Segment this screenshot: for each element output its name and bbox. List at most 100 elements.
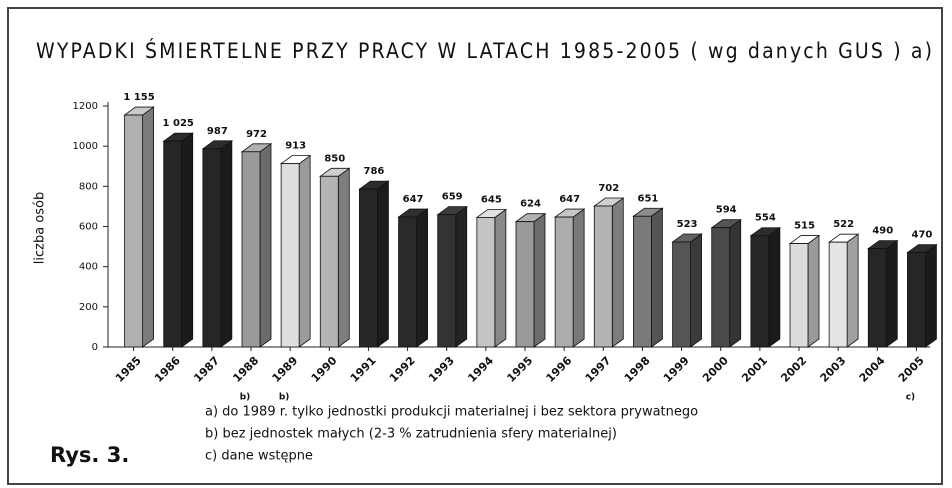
- bar: [202, 148, 222, 348]
- bar: [515, 221, 535, 348]
- bar-side: [455, 205, 468, 348]
- x-tick-label: 1986: [152, 354, 183, 385]
- value-label: 523: [677, 219, 698, 230]
- footnote: c) dane wstępne: [205, 449, 313, 464]
- bar-side: [925, 243, 937, 348]
- bar: [907, 252, 926, 348]
- value-label: 515: [794, 221, 815, 232]
- bar-side: [768, 226, 781, 348]
- x-tick-label: 2005: [896, 354, 927, 385]
- bar: [398, 216, 417, 348]
- bar: [672, 241, 691, 348]
- x-tick-label: 1996: [544, 354, 575, 385]
- y-tick-label: 0: [92, 342, 98, 353]
- bar: [828, 241, 848, 348]
- bar-side: [416, 208, 428, 348]
- category-note: b): [279, 393, 290, 403]
- bar-side: [651, 207, 663, 348]
- bar: [124, 114, 143, 348]
- x-tick-label: 1991: [348, 354, 379, 385]
- value-label: 972: [246, 129, 267, 140]
- category-note: b): [240, 393, 251, 403]
- bar-side: [846, 233, 859, 348]
- bar-side: [142, 106, 154, 348]
- bar-side: [611, 197, 624, 348]
- value-label: 651: [637, 193, 658, 204]
- bar-side: [494, 208, 507, 348]
- bar-side: [807, 234, 820, 348]
- value-label: 647: [403, 194, 424, 205]
- bar: [554, 216, 574, 348]
- footnote: b) bez jednostek małych (2-3 % zatrudnie…: [205, 427, 617, 442]
- bar: [241, 151, 261, 348]
- x-tick-label: 2004: [857, 354, 888, 385]
- figure-label: Rys. 3.: [50, 443, 129, 467]
- bar: [711, 227, 731, 348]
- bar-side: [690, 233, 702, 348]
- bar-side: [337, 167, 350, 348]
- value-label: 645: [481, 194, 502, 205]
- y-tick-label: 600: [79, 222, 98, 233]
- y-tick-label: 200: [79, 302, 98, 313]
- bar-side: [181, 132, 194, 348]
- value-label: 594: [716, 205, 737, 216]
- value-label: 1 025: [163, 118, 194, 129]
- value-label: 702: [598, 183, 619, 194]
- x-tick-label: 1994: [465, 354, 496, 385]
- y-tick-label: 400: [79, 262, 98, 273]
- y-tick-label: 1000: [73, 141, 98, 152]
- bar: [437, 214, 457, 348]
- frame: [7, 7, 943, 485]
- bar-side: [377, 180, 389, 348]
- value-label: 659: [442, 192, 463, 203]
- x-tick-label: 1995: [504, 354, 535, 385]
- x-tick-label: 1998: [622, 354, 653, 385]
- bar: [867, 248, 887, 348]
- value-label: 1 155: [123, 92, 154, 103]
- bar: [593, 205, 613, 348]
- bar: [280, 163, 300, 348]
- category-note: c): [906, 393, 915, 403]
- x-tick-label: 1987: [191, 354, 222, 385]
- bar: [163, 140, 183, 348]
- y-axis-label: liczba osób: [33, 192, 48, 264]
- value-label: 987: [207, 126, 228, 137]
- bar: [633, 215, 652, 348]
- bar: [789, 243, 809, 348]
- value-label: 913: [285, 141, 306, 152]
- value-label: 850: [324, 153, 345, 164]
- x-tick-label: 1990: [309, 354, 340, 385]
- bar-side: [259, 143, 272, 348]
- value-label: 647: [559, 194, 580, 205]
- x-tick-label: 2000: [700, 354, 731, 385]
- x-tick-label: 1999: [661, 354, 692, 385]
- chart-title: WYPADKI ŚMIERTELNE PRZY PRACY W LATACH 1…: [36, 38, 932, 63]
- bar: [476, 217, 496, 348]
- x-tick-label: 2002: [778, 354, 809, 385]
- bar-side: [572, 208, 585, 348]
- x-tick-label: 1997: [583, 354, 614, 385]
- value-label: 490: [872, 226, 893, 237]
- value-label: 786: [363, 166, 384, 177]
- footnote: a) do 1989 r. tylko jednostki produkcji …: [205, 405, 698, 420]
- bar: [319, 175, 339, 348]
- x-tick-label: 1993: [426, 354, 457, 385]
- bar-side: [220, 139, 233, 348]
- bar-side: [729, 218, 742, 348]
- x-tick-label: 1989: [270, 354, 301, 385]
- x-tick-label: 1992: [387, 354, 418, 385]
- y-tick-label: 800: [79, 181, 98, 192]
- bar: [750, 235, 770, 348]
- bar-side: [298, 154, 311, 348]
- value-label: 624: [520, 199, 541, 210]
- bar-side: [533, 212, 546, 348]
- x-tick-label: 1988: [230, 354, 261, 385]
- x-tick-label: 2003: [818, 354, 849, 385]
- y-tick-label: 1200: [73, 101, 98, 112]
- x-tick-label: 1985: [113, 354, 144, 385]
- value-label: 522: [833, 219, 854, 230]
- x-tick-label: 2001: [739, 354, 770, 385]
- value-label: 554: [755, 213, 776, 224]
- value-label: 470: [911, 230, 932, 241]
